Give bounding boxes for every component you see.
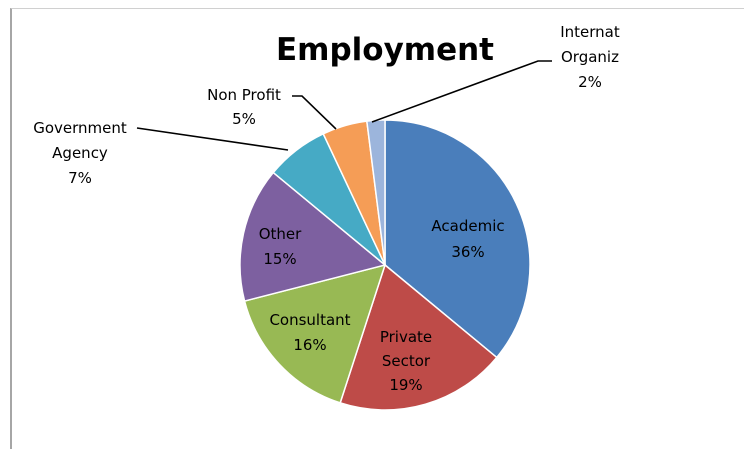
slice-pct-other: 15% (263, 250, 296, 268)
pie-slice-consultant (243, 263, 387, 404)
slice-pct-consultant: 16% (293, 336, 326, 354)
slice-pct-internat: 2% (578, 73, 602, 91)
leader-line-nonprofit (292, 95, 337, 130)
slice-pct-private: 19% (389, 376, 422, 394)
slice-label-private-line2: Sector (382, 352, 431, 370)
pie-slice-other (239, 171, 387, 302)
pie-slices (239, 119, 531, 411)
chart-title: Employment (276, 32, 494, 68)
pie-slice-academic (384, 119, 531, 359)
slice-pct-government: 7% (68, 169, 92, 187)
leader-line-internat (371, 60, 552, 123)
slice-pct-academic: 36% (451, 243, 484, 261)
slice-label-academic: Academic (431, 217, 504, 235)
leader-line-government (136, 127, 289, 151)
slice-pct-nonprofit: 5% (232, 110, 256, 128)
leader-lines (136, 60, 552, 151)
slice-label-internat-line2: Organiz (561, 48, 619, 66)
pie-slice-private-sector (339, 263, 498, 411)
slice-label-internat-line1: Internat (560, 23, 620, 41)
slice-label-nonprofit: Non Profit (207, 86, 281, 104)
slice-label-other: Other (259, 225, 302, 243)
slice-label-government-line1: Government (33, 119, 127, 137)
slice-label-consultant: Consultant (269, 311, 350, 329)
slice-label-private-line1: Private (380, 328, 432, 346)
slice-label-government-line2: Agency (52, 144, 108, 162)
